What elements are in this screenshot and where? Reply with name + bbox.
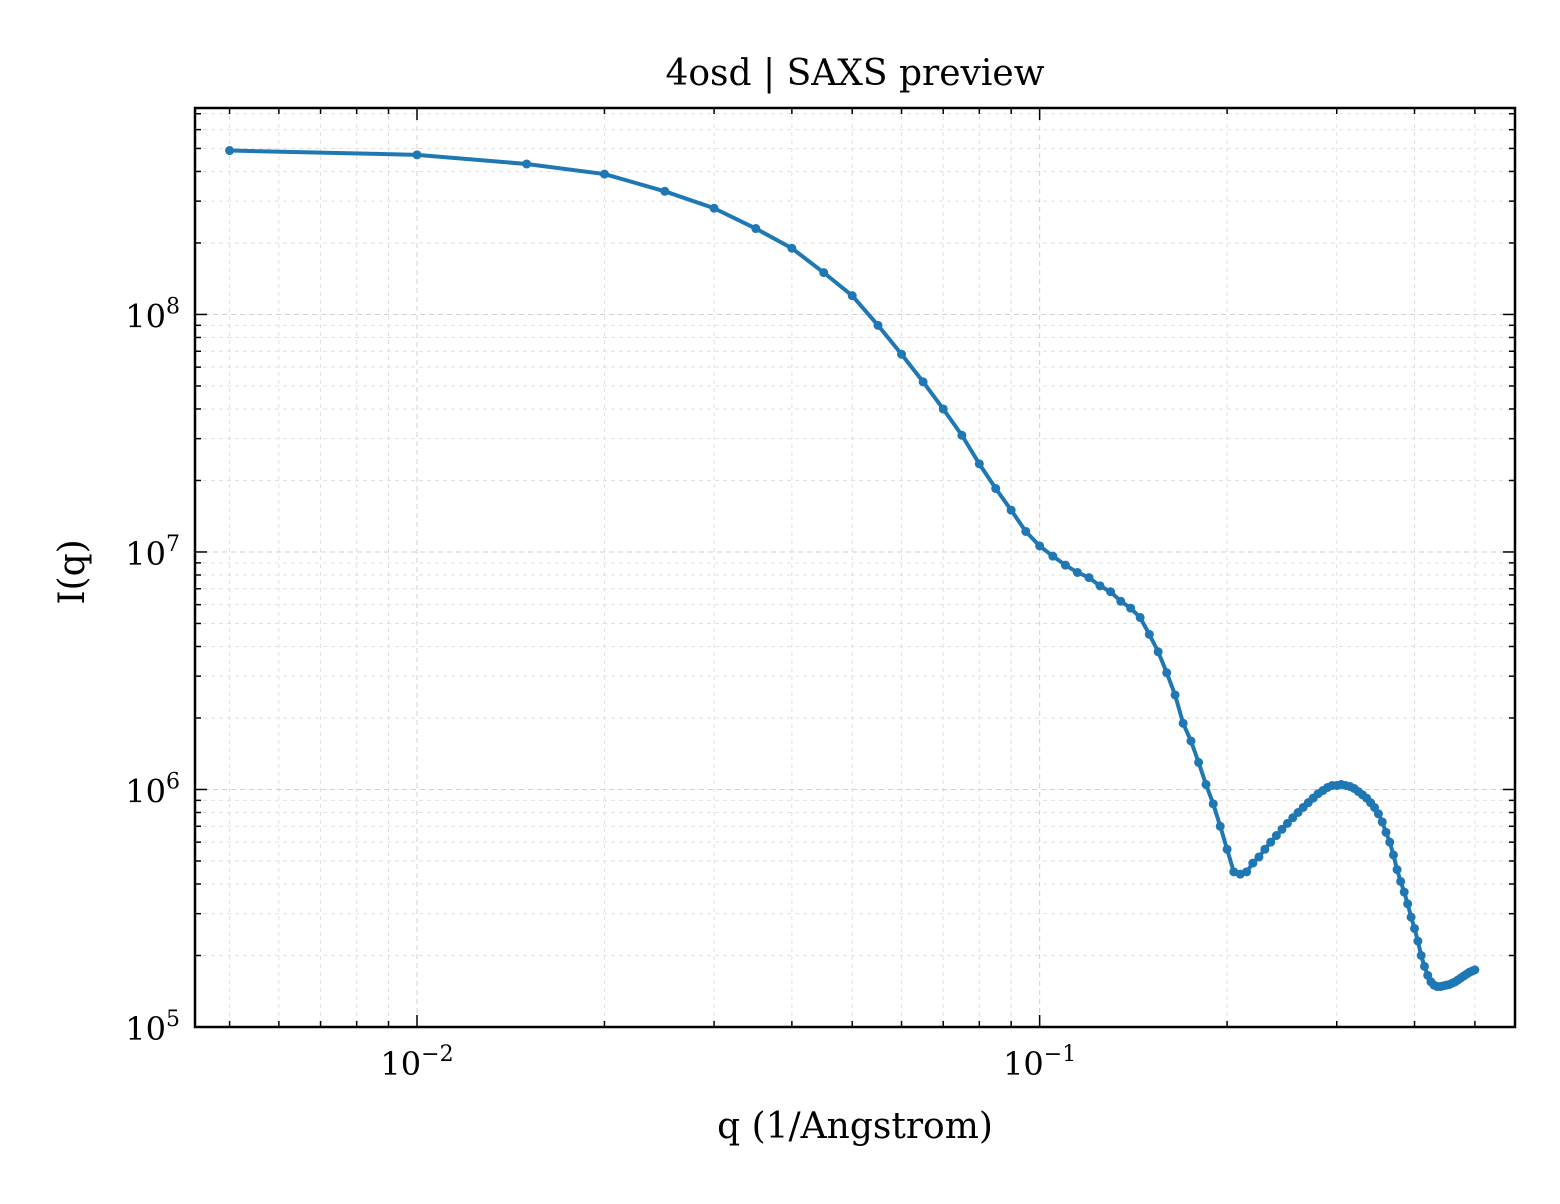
x-tick-label-base: 10: [1003, 1045, 1044, 1083]
plot-frame: [193, 106, 1517, 1029]
data-point: [787, 243, 797, 253]
data-point: [1399, 887, 1409, 897]
y-tick-label-exponent: 7: [166, 532, 180, 557]
y-tick-label-exponent: 6: [166, 769, 180, 794]
data-point: [1144, 629, 1154, 639]
data-point: [897, 349, 907, 359]
data-point: [1282, 818, 1292, 828]
data-point: [522, 159, 532, 169]
data-point: [1222, 844, 1232, 854]
data-point: [1021, 526, 1031, 536]
x-tick-label-exponent: −1: [1044, 1042, 1076, 1067]
data-point: [1162, 668, 1172, 678]
data-point: [1201, 779, 1211, 789]
x-tick-label: 10−1: [1003, 1042, 1076, 1083]
data-point: [1260, 844, 1270, 854]
data-point: [1072, 567, 1082, 577]
data-point: [225, 146, 235, 156]
data-point: [1416, 951, 1426, 960]
data-point: [1126, 603, 1136, 613]
data-point: [1106, 587, 1116, 597]
data-point: [1178, 718, 1188, 728]
y-tick-label-base: 10: [125, 297, 166, 335]
data-point: [1254, 852, 1264, 862]
data-point: [1381, 827, 1391, 837]
data-point: [1406, 912, 1416, 922]
data-point: [1035, 541, 1045, 551]
chart-title: 4osd | SAXS preview: [665, 53, 1044, 94]
y-tick-label-base: 10: [125, 535, 166, 573]
data-point: [709, 203, 719, 213]
data-point: [1006, 505, 1016, 515]
data-point: [1419, 961, 1429, 971]
data-point: [1095, 581, 1105, 591]
x-axis-label: q (1/Angstrom): [717, 1106, 993, 1147]
data-point: [1060, 560, 1070, 570]
data-point: [918, 377, 928, 387]
data-point: [1377, 817, 1387, 827]
data-point: [991, 484, 1001, 494]
y-tick-label-base: 10: [125, 772, 166, 810]
x-tick-label: 10−2: [380, 1042, 453, 1083]
data-point: [1194, 757, 1204, 767]
x-tick-labels: 10−2 10−1: [380, 1042, 1076, 1083]
data-point: [957, 430, 967, 440]
data-point: [599, 169, 609, 179]
data-point: [1470, 965, 1480, 975]
data-point: [873, 320, 883, 330]
data-point: [1373, 809, 1383, 819]
data-point: [1135, 612, 1145, 622]
data-point: [1116, 596, 1126, 606]
data-point: [1396, 876, 1406, 886]
data-point: [1215, 821, 1225, 831]
data-point: [1170, 690, 1180, 700]
data-point: [1048, 551, 1058, 561]
data-point: [1084, 573, 1094, 583]
data-point: [1388, 850, 1398, 860]
data-point: [1186, 736, 1196, 746]
data-point: [1277, 824, 1287, 834]
data-point: [1403, 899, 1413, 909]
data-point: [1410, 923, 1420, 933]
y-tick-label-base: 10: [125, 1010, 166, 1048]
data-point: [1266, 837, 1276, 847]
data-point: [660, 186, 670, 196]
y-tick-label: 107: [125, 532, 180, 573]
data-point: [1248, 858, 1258, 868]
data-point: [1385, 837, 1395, 847]
data-point: [412, 150, 422, 160]
data-point: [1242, 867, 1252, 877]
x-tick-label-exponent: −2: [421, 1042, 453, 1067]
data-point: [974, 459, 984, 469]
data-point: [1392, 865, 1402, 875]
y-tick-label: 108: [125, 294, 180, 335]
data-point: [1153, 647, 1163, 657]
data-point: [819, 268, 829, 278]
x-tick-label-base: 10: [380, 1045, 421, 1083]
data-point: [1271, 831, 1281, 841]
data-point: [938, 404, 948, 414]
series-layer: [225, 146, 1480, 992]
y-axis-label: I(q): [52, 539, 93, 604]
data-point: [1208, 799, 1218, 809]
data-point: [1413, 936, 1423, 946]
data-point: [847, 291, 857, 301]
y-tick-label-exponent: 5: [166, 1007, 180, 1032]
y-tick-label-exponent: 8: [166, 294, 180, 319]
data-point: [751, 224, 761, 234]
y-tick-label: 105: [125, 1007, 180, 1048]
y-tick-label: 106: [125, 769, 180, 810]
